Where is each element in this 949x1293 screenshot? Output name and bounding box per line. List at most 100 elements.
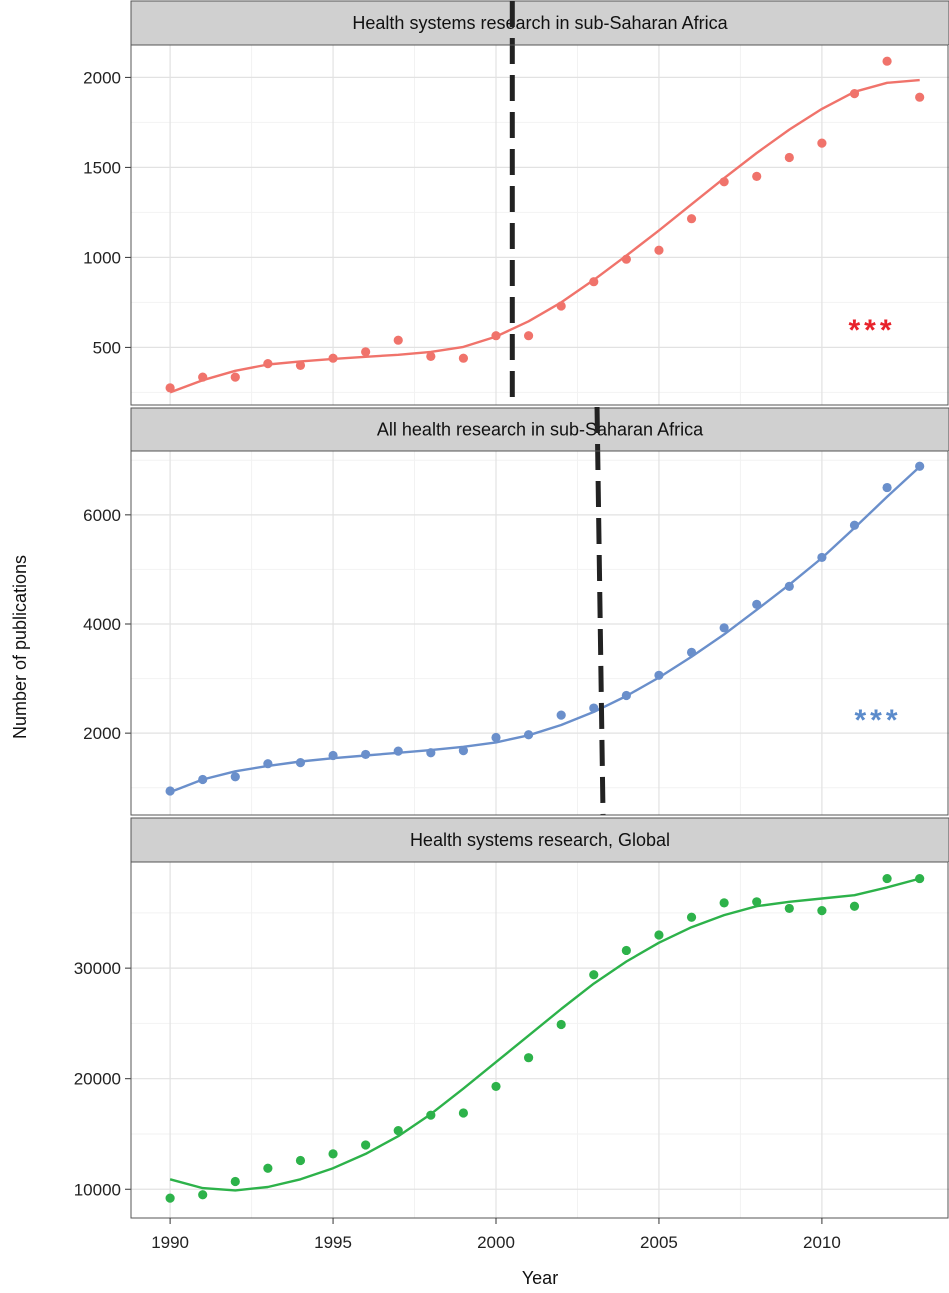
data-point	[654, 930, 664, 940]
data-point	[849, 520, 860, 530]
data-point	[230, 1176, 240, 1187]
data-point	[784, 152, 794, 163]
fit-line	[169, 78, 920, 394]
data-point	[458, 1108, 469, 1118]
data-point	[621, 690, 631, 701]
data-point	[589, 277, 599, 287]
panel-3: Health systems research, Global 10000 2000…	[74, 817, 949, 1219]
data-point	[328, 353, 338, 363]
data-point	[295, 1155, 306, 1166]
data-point	[393, 1126, 403, 1136]
panel-strip	[130, 0, 949, 46]
data-point	[458, 746, 469, 756]
y-tick-label: 20000	[74, 1070, 121, 1089]
data-point	[817, 906, 827, 916]
data-point	[328, 750, 338, 761]
significance-marker: ***	[854, 704, 901, 737]
data-point	[849, 901, 860, 911]
data-point	[263, 759, 273, 769]
data-point	[784, 581, 794, 591]
data-point	[328, 1149, 338, 1159]
data-point	[752, 599, 762, 609]
data-point	[752, 171, 762, 181]
data-point	[654, 670, 664, 680]
data-point	[621, 945, 631, 956]
data-point	[882, 873, 892, 884]
data-point	[621, 254, 631, 264]
panel-title: Health systems research, Global	[410, 830, 670, 850]
y-tick-label: 1000	[83, 248, 121, 267]
data-point	[426, 351, 436, 361]
data-point	[458, 353, 469, 363]
data-point	[882, 56, 892, 66]
data-point	[752, 897, 762, 907]
x-tick-label: 2000	[477, 1233, 515, 1252]
data-point	[556, 710, 566, 720]
data-point	[523, 331, 534, 341]
data-point	[915, 873, 925, 884]
data-point	[654, 245, 664, 255]
data-point	[849, 89, 860, 99]
data-point	[719, 623, 729, 633]
data-point	[426, 1110, 436, 1120]
plot-area	[131, 45, 949, 405]
breakpoint-line	[594, 406, 606, 816]
data-point	[915, 461, 925, 471]
x-tick-label: 2005	[640, 1233, 678, 1252]
data-point	[817, 138, 827, 148]
data-point	[361, 749, 371, 760]
y-tick-label: 2000	[83, 68, 121, 87]
panel-border	[130, 44, 949, 406]
data-point	[523, 1053, 534, 1063]
y-tick-label: 6000	[83, 506, 121, 525]
data-point	[589, 703, 599, 713]
data-point	[165, 1193, 175, 1203]
data-point	[198, 1190, 208, 1200]
x-tick-label: 1990	[151, 1233, 189, 1252]
data-point	[393, 746, 403, 756]
data-point	[361, 1140, 371, 1150]
data-point	[198, 372, 208, 382]
data-point	[198, 774, 208, 785]
panel-strip	[130, 817, 949, 863]
data-point	[295, 758, 306, 768]
y-tick-label: 30000	[74, 959, 121, 978]
y-axis-title: Number of publications	[10, 555, 30, 739]
data-point	[556, 1019, 566, 1030]
panel-title: All health research in sub-Saharan Afric…	[377, 420, 704, 440]
data-point	[263, 1163, 273, 1173]
data-point	[361, 347, 371, 357]
x-tick-label: 2010	[803, 1233, 841, 1252]
panel-strip	[130, 407, 949, 452]
data-point	[556, 301, 566, 311]
data-point	[491, 1081, 501, 1092]
plot-area	[131, 451, 949, 815]
data-point	[784, 903, 794, 914]
data-point	[719, 898, 729, 908]
y-tick-label: 2000	[83, 724, 121, 743]
data-point	[230, 372, 240, 382]
fit-line	[169, 465, 921, 794]
plot-area	[131, 862, 949, 1218]
data-point	[882, 482, 892, 493]
data-point	[915, 92, 925, 102]
data-point	[393, 335, 403, 345]
x-tick-label: 1995	[314, 1233, 352, 1252]
data-point	[686, 912, 697, 922]
y-tick-label: 10000	[74, 1180, 121, 1199]
y-tick-label: 4000	[83, 615, 121, 634]
data-point	[230, 772, 240, 782]
data-point	[589, 970, 599, 980]
data-point	[263, 359, 273, 369]
data-point	[719, 177, 729, 187]
data-point	[686, 214, 697, 224]
y-tick-label: 1500	[83, 158, 121, 177]
panel-border	[130, 861, 949, 1219]
significance-marker: ***	[848, 314, 895, 347]
data-point	[817, 552, 827, 563]
data-point	[426, 748, 436, 758]
x-axis-title: Year	[522, 1268, 558, 1288]
panel-border	[130, 450, 949, 816]
data-point	[165, 786, 175, 796]
data-point	[165, 383, 175, 393]
